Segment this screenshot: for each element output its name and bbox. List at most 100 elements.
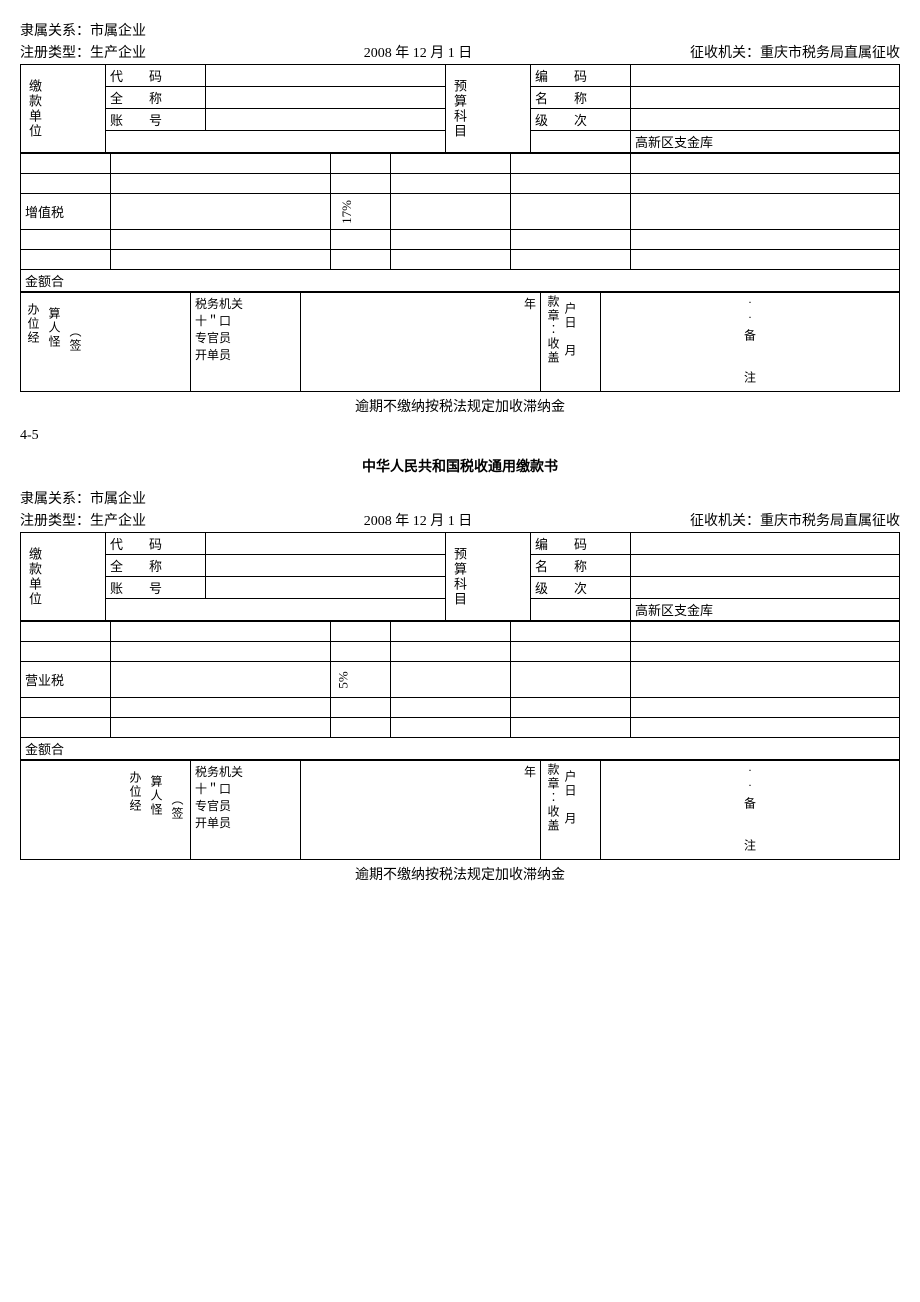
bcode-value [631, 65, 900, 87]
empty-cell [111, 230, 331, 250]
stamp-cell: 款章‥收盖 户日 月 [541, 761, 601, 860]
affiliation-label: 隶属关系： [20, 492, 90, 507]
empty-cell [111, 698, 331, 718]
empty-cell [511, 642, 631, 662]
regtype-label: 注册类型： [20, 514, 90, 529]
fullname-value [206, 555, 446, 577]
total-label: 金额合 [21, 738, 900, 760]
empty-cell [631, 642, 900, 662]
empty-cell [21, 154, 111, 174]
form2-table: 缴款单位 代 码 预算科目 编 码 全 称 名 称 账 号 级 次 高新区支金库 [20, 532, 900, 621]
empty-cell [391, 194, 511, 230]
account-label: 账 号 [106, 577, 206, 599]
account-value [206, 577, 446, 599]
handler-cell: 办位经 算人怪 （签 [21, 761, 191, 860]
empty-cell [111, 662, 331, 698]
empty-cell [391, 154, 511, 174]
empty-cell [391, 250, 511, 270]
bcode-label: 编 码 [531, 65, 631, 87]
empty-cell [391, 698, 511, 718]
notes-cell: · · 备 注 [601, 293, 900, 392]
empty-cell [391, 642, 511, 662]
empty-cell [511, 154, 631, 174]
notes-cell: · · 备 注 [601, 761, 900, 860]
budget-subject-label: 预算科目 [450, 547, 469, 607]
empty-cell [331, 622, 391, 642]
empty-cell [21, 250, 111, 270]
form1-table: 缴款单位 代 码 预算科目 编 码 全 称 名 称 账 号 级 次 高新区支金库 [20, 64, 900, 153]
empty-cell [531, 599, 631, 621]
empty-cell [391, 662, 511, 698]
empty-cell [331, 154, 391, 174]
year-cell: 年 [301, 293, 541, 392]
empty-cell [331, 250, 391, 270]
account-label: 账 号 [106, 109, 206, 131]
handler-cell: 办位经 算人怪 （签 [21, 293, 191, 392]
authority-label: 征收机关： [690, 46, 760, 61]
blevel-value [631, 109, 900, 131]
empty-cell [631, 698, 900, 718]
empty-cell [511, 622, 631, 642]
empty-cell [511, 194, 631, 230]
empty-cell [511, 250, 631, 270]
empty-cell [391, 174, 511, 194]
tax-rate: 5% [331, 662, 391, 698]
bname-value [631, 87, 900, 109]
budget-subject-label: 预算科目 [450, 79, 469, 139]
affiliation-label: 隶属关系： [20, 24, 90, 39]
empty-cell [106, 599, 446, 621]
affiliation-value: 市属企业 [90, 24, 146, 39]
empty-cell [511, 230, 631, 250]
fullname-value [206, 87, 446, 109]
empty-cell [631, 230, 900, 250]
empty-cell [21, 718, 111, 738]
empty-cell [511, 698, 631, 718]
year-cell: 年 [301, 761, 541, 860]
form2-header-line2: 注册类型：生产企业 2008 年 12 月 1 日 征收机关：重庆市税务局直属征… [20, 510, 900, 530]
empty-cell [111, 622, 331, 642]
payer-unit-label: 缴款单位 [25, 79, 44, 139]
form1-footer-table: 办位经 算人怪 （签 税务机关 十＂口 专官员 开单员 年 款章‥收盖 户日 月 [20, 292, 900, 392]
blevel-value [631, 577, 900, 599]
bname-value [631, 555, 900, 577]
empty-cell [391, 718, 511, 738]
empty-cell [21, 622, 111, 642]
authority-cell: 税务机关 十＂口 专官员 开单员 [191, 293, 301, 392]
account-value [206, 109, 446, 131]
total-label: 金额合 [21, 270, 900, 292]
fullname-label: 全 称 [106, 87, 206, 109]
code-label: 代 码 [106, 533, 206, 555]
empty-cell [111, 642, 331, 662]
tax-form-1: 隶属关系：市属企业 注册类型：生产企业 2008 年 12 月 1 日 征收机关… [20, 20, 900, 416]
form1-header-line2: 注册类型：生产企业 2008 年 12 月 1 日 征收机关：重庆市税务局直属征… [20, 42, 900, 62]
form2-header-line1: 隶属关系：市属企业 [20, 488, 900, 508]
form2-tax-table: 营业税 5% 金额合 [20, 621, 900, 760]
empty-cell [511, 174, 631, 194]
empty-cell [511, 662, 631, 698]
empty-cell [631, 250, 900, 270]
blevel-label: 级 次 [531, 109, 631, 131]
empty-cell [391, 622, 511, 642]
empty-cell [531, 131, 631, 153]
blevel-label: 级 次 [531, 577, 631, 599]
form2-footer-note: 逾期不缴纳按税法规定加收滞纳金 [20, 864, 900, 884]
form1-footer-note: 逾期不缴纳按税法规定加收滞纳金 [20, 396, 900, 416]
empty-cell [21, 230, 111, 250]
empty-cell [511, 718, 631, 738]
empty-cell [331, 174, 391, 194]
empty-cell [111, 194, 331, 230]
regtype-value: 生产企业 [90, 514, 146, 529]
empty-cell [21, 698, 111, 718]
code-value [206, 533, 446, 555]
empty-cell [21, 174, 111, 194]
empty-cell [631, 174, 900, 194]
date: 2008 年 12 月 1 日 [146, 510, 690, 530]
affiliation-value: 市属企业 [90, 492, 146, 507]
empty-cell [631, 622, 900, 642]
empty-cell [631, 194, 900, 230]
empty-cell [391, 230, 511, 250]
empty-cell [331, 230, 391, 250]
date: 2008 年 12 月 1 日 [146, 42, 690, 62]
empty-cell [331, 698, 391, 718]
bname-label: 名 称 [531, 87, 631, 109]
